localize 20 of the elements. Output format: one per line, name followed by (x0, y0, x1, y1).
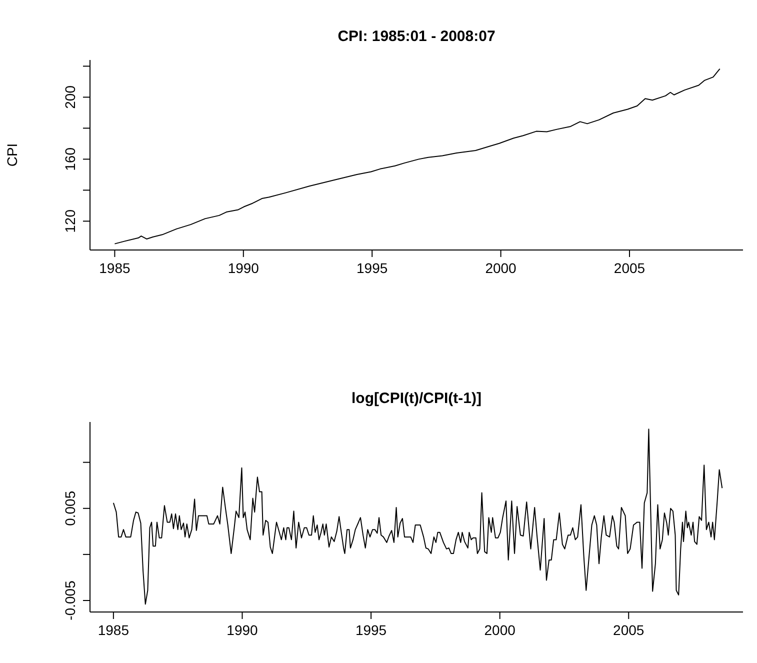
x-tick-label: 2005 (613, 622, 644, 638)
x-tick-label: 1985 (99, 260, 130, 276)
y-tick-label: -0.005 (62, 580, 78, 620)
y-axis-title: CPI (4, 143, 20, 167)
y-tick-label: 0.005 (62, 490, 78, 526)
x-tick-label: 1995 (355, 622, 387, 638)
y-tick-label: 200 (62, 85, 78, 109)
x-tick-label: 1990 (226, 622, 258, 638)
x-tick-label: 1985 (98, 622, 130, 638)
x-tick-label: 2005 (614, 260, 646, 276)
y-tick-label: 120 (62, 209, 78, 233)
y-tick-label: 160 (62, 147, 78, 171)
x-tick-label: 1995 (356, 260, 388, 276)
line-series (112, 428, 723, 605)
chart-title: log[CPI(t)/CPI(t-1)] (350, 390, 482, 407)
x-tick-label: 2000 (485, 260, 517, 276)
line-series (114, 68, 720, 244)
x-tick-label: 1990 (228, 260, 260, 276)
x-tick-label: 2000 (484, 622, 516, 638)
chart-title: CPI: 1985:01 - 2008:07 (336, 28, 496, 45)
